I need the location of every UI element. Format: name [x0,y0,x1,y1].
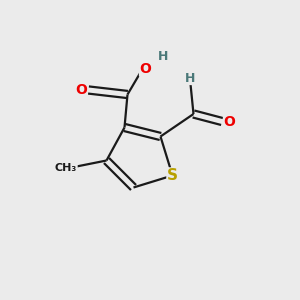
Text: O: O [224,115,236,128]
Text: CH₃: CH₃ [55,163,77,173]
Text: O: O [140,62,152,76]
Text: O: O [75,83,87,97]
Text: S: S [167,168,178,183]
Text: H: H [185,71,196,85]
Text: H: H [158,50,169,64]
